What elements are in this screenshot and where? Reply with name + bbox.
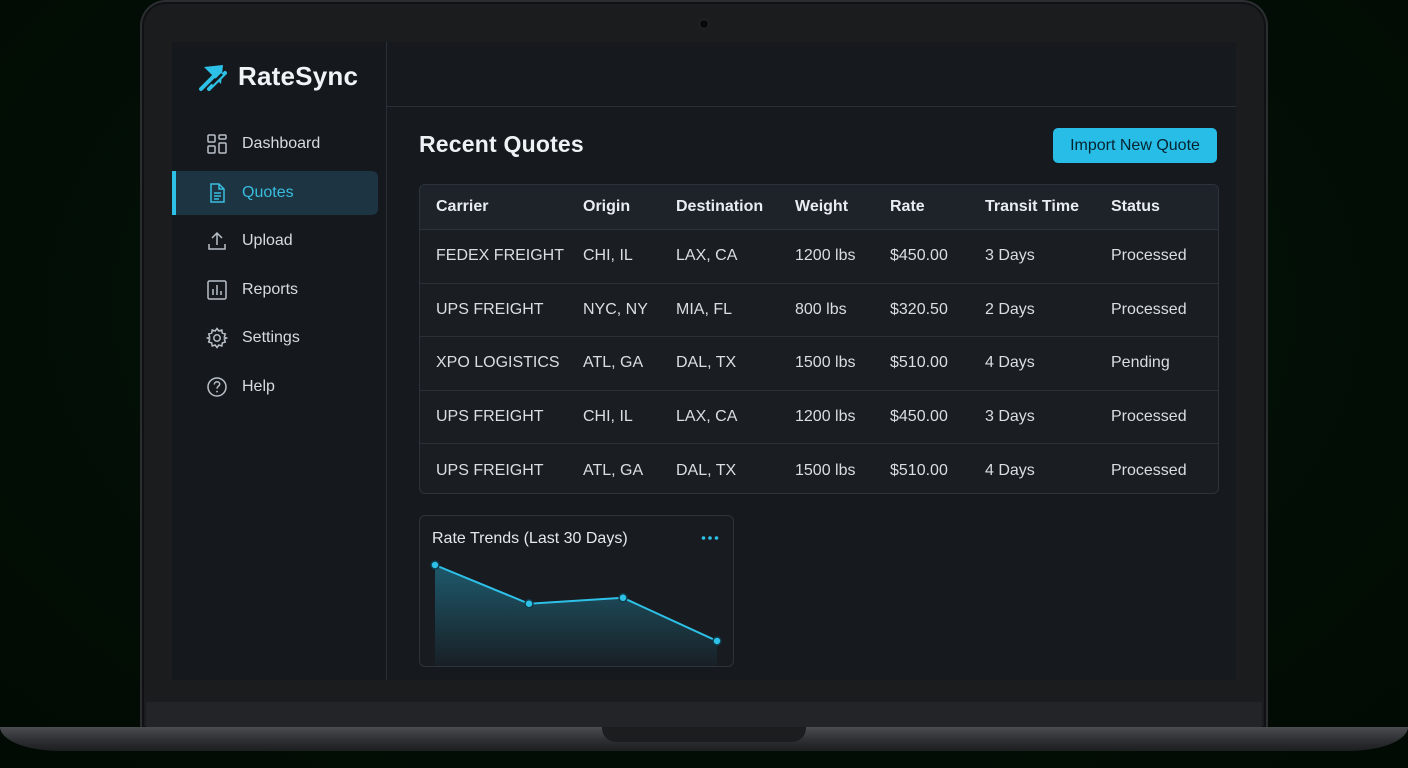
cell-transit-time: 4 Days bbox=[985, 336, 1111, 391]
column-header-origin[interactable]: Origin bbox=[583, 185, 676, 230]
sidebar: RateSync Dashboard Quotes bbox=[172, 42, 387, 680]
sidebar-item-reports[interactable]: Reports bbox=[172, 268, 378, 312]
sidebar-item-upload[interactable]: Upload bbox=[172, 219, 378, 263]
cell-destination: DAL, TX bbox=[676, 461, 737, 479]
quotes-table: Carrier Origin Destination Weight Rate T… bbox=[420, 185, 1218, 493]
cell-transit-time: 3 Days bbox=[985, 229, 1111, 284]
cell-carrier: FEDEX FREIGHT bbox=[420, 229, 583, 284]
app-screen: RateSync Dashboard Quotes bbox=[172, 42, 1236, 680]
cell-destination: LAX, CA bbox=[676, 390, 795, 445]
upload-icon bbox=[208, 231, 226, 250]
cell-rate: $510.00 bbox=[890, 336, 985, 391]
sidebar-item-help[interactable]: Help bbox=[172, 365, 378, 409]
sidebar-item-label: Help bbox=[242, 377, 275, 395]
cell-destination: LAX, CA bbox=[676, 229, 795, 284]
main-content: Recent Quotes Import New Quote Carrier O… bbox=[387, 107, 1236, 680]
document-icon bbox=[210, 182, 225, 203]
chart-data-point[interactable] bbox=[712, 636, 722, 646]
cell-status: Processed bbox=[1111, 229, 1218, 284]
cell-transit-time: 2 Days bbox=[985, 283, 1111, 338]
table-row[interactable]: UPS FREIGHT ATL, GA DAL, TX 1500 lbs $51… bbox=[420, 444, 1218, 493]
logo-arrows-icon bbox=[199, 65, 227, 91]
cell-weight: 1500 lbs bbox=[795, 336, 890, 391]
sidebar-item-label: Quotes bbox=[242, 183, 294, 201]
table-row[interactable]: UPS FREIGHT NYC, NY MIA, FL 800 lbs $320… bbox=[420, 283, 1218, 338]
chart-area-fill bbox=[435, 565, 717, 666]
cell-origin: CHI, IL bbox=[583, 229, 676, 284]
cell-carrier: UPS FREIGHT bbox=[420, 390, 583, 445]
cell-carrier: UPS FREIGHT bbox=[436, 461, 544, 479]
help-icon bbox=[207, 376, 227, 397]
chart-data-point[interactable] bbox=[524, 598, 534, 609]
cell-destination: MIA, FL bbox=[676, 283, 795, 338]
chart-data-point[interactable] bbox=[430, 560, 440, 570]
laptop-chin bbox=[146, 702, 1262, 728]
column-header-destination[interactable]: Destination bbox=[676, 185, 795, 230]
column-header-rate[interactable]: Rate bbox=[890, 185, 985, 230]
bar-chart-icon bbox=[207, 279, 227, 300]
cell-weight: 1500 lbs bbox=[795, 461, 856, 479]
sidebar-item-label: Upload bbox=[242, 232, 293, 249]
sidebar-item-label: Settings bbox=[242, 329, 300, 346]
cell-rate: $510.00 bbox=[890, 461, 948, 479]
sidebar-item-label: Dashboard bbox=[242, 135, 321, 152]
cell-destination: DAL, TX bbox=[676, 336, 795, 391]
column-header-weight[interactable]: Weight bbox=[795, 185, 890, 230]
import-new-quote-button[interactable]: Import New Quote bbox=[1053, 128, 1217, 163]
app-name: RateSync bbox=[238, 60, 359, 91]
cell-origin: ATL, GA bbox=[583, 336, 676, 391]
cell-origin: CHI, IL bbox=[583, 390, 676, 445]
top-bar bbox=[387, 42, 1236, 107]
table-row[interactable]: FEDEX FREIGHT CHI, IL LAX, CA 1200 lbs $… bbox=[420, 229, 1218, 284]
cell-status: Processed bbox=[1111, 390, 1218, 445]
sidebar-item-dashboard[interactable]: Dashboard bbox=[172, 122, 378, 166]
chart-series-line bbox=[434, 564, 718, 642]
gear-icon bbox=[206, 327, 228, 349]
cell-rate: $320.50 bbox=[890, 283, 985, 338]
cell-carrier: UPS FREIGHT bbox=[420, 283, 583, 338]
rate-trends-chart bbox=[430, 560, 722, 666]
more-horizontal-icon[interactable] bbox=[700, 528, 720, 548]
cell-status: Processed bbox=[1111, 283, 1218, 338]
cell-origin: ATL, GA bbox=[583, 461, 644, 479]
sidebar-nav: Dashboard Quotes Upload R bbox=[172, 122, 386, 413]
sidebar-item-settings[interactable]: Settings bbox=[172, 316, 378, 360]
sidebar-item-label: Reports bbox=[242, 280, 299, 298]
cell-weight: 1200 lbs bbox=[795, 229, 890, 284]
quotes-table-card: Carrier Origin Destination Weight Rate T… bbox=[419, 184, 1219, 494]
brand[interactable]: RateSync bbox=[198, 58, 358, 94]
cell-weight: 1200 lbs bbox=[795, 390, 890, 445]
cell-transit-time: 3 Days bbox=[985, 390, 1111, 445]
cell-status: Processed bbox=[1111, 461, 1187, 479]
cell-transit-time: 4 Days bbox=[985, 461, 1035, 479]
sidebar-item-quotes[interactable]: Quotes bbox=[172, 170, 378, 215]
laptop-notch bbox=[602, 727, 806, 742]
cell-weight: 800 lbs bbox=[795, 283, 890, 338]
table-row[interactable]: XPO LOGISTICS ATL, GA DAL, TX 1500 lbs $… bbox=[420, 336, 1218, 391]
cell-rate: $450.00 bbox=[890, 229, 985, 284]
camera-dot bbox=[700, 20, 708, 28]
rate-trends-card: Rate Trends (Last 30 Days) bbox=[419, 515, 734, 667]
dashboard-icon bbox=[207, 134, 227, 154]
table-row[interactable]: UPS FREIGHT CHI, IL LAX, CA 1200 lbs $45… bbox=[420, 390, 1218, 445]
cell-rate: $450.00 bbox=[890, 390, 985, 445]
table-header-row: Carrier Origin Destination Weight Rate T… bbox=[420, 185, 1218, 230]
chart-title: Rate Trends (Last 30 Days) bbox=[432, 530, 628, 547]
column-header-transit-time[interactable]: Transit Time bbox=[985, 185, 1111, 230]
column-header-carrier[interactable]: Carrier bbox=[420, 185, 583, 230]
cell-status: Pending bbox=[1111, 336, 1218, 391]
cell-carrier: XPO LOGISTICS bbox=[420, 336, 583, 391]
chart-data-point[interactable] bbox=[618, 593, 628, 603]
column-header-status[interactable]: Status bbox=[1111, 185, 1218, 230]
cell-origin: NYC, NY bbox=[583, 283, 676, 338]
page-title: Recent Quotes bbox=[419, 131, 584, 157]
